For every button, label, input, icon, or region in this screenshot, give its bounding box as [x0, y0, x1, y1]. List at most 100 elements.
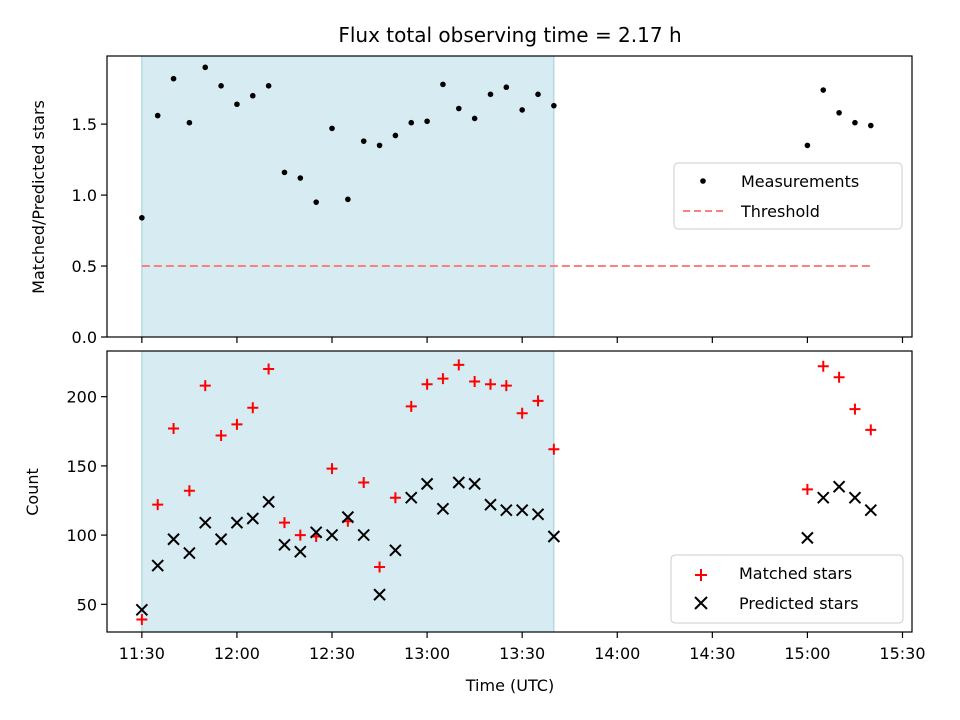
top-y-axis-label: Matched/Predicted stars	[29, 100, 48, 294]
predicted-stars-point-3	[183, 546, 196, 560]
predicted-stars-point-9	[278, 538, 291, 552]
predicted-stars-point-28	[817, 491, 830, 504]
bottom-shaded-span	[141, 350, 555, 633]
matched-stars-point-5	[215, 429, 227, 441]
measurements-point-2	[170, 75, 177, 82]
top-legend: Measurements Threshold	[673, 162, 903, 230]
matched-stars-point-23	[500, 380, 512, 392]
matched-stars-point-7	[247, 402, 259, 414]
legend-measurements-label: Measurements	[741, 172, 859, 191]
measurements-point-23	[503, 84, 510, 91]
matched-stars-point-25	[532, 395, 544, 407]
predicted-stars-point-0	[135, 603, 149, 617]
x-axis-label: Time (UTC)	[465, 676, 554, 695]
predicted-stars-point-8	[262, 495, 275, 509]
predicted-stars-point-16	[389, 544, 402, 557]
predicted-stars-point-29	[832, 480, 846, 493]
predicted-stars-point-13	[341, 510, 355, 524]
predicted-stars-point-7	[246, 512, 259, 525]
measurements-point-20	[455, 105, 462, 112]
bottom-ytick-label-3: 200	[66, 388, 97, 407]
measurements-point-21	[471, 115, 478, 122]
predicted-stars-point-6	[230, 516, 244, 529]
bottom-xtick-label-6: 14:30	[689, 644, 735, 663]
predicted-stars-point-23	[500, 503, 513, 517]
legend-threshold-label: Threshold	[740, 202, 820, 221]
predicted-stars-point-24	[515, 503, 529, 517]
bottom-xtick-label-8: 15:30	[879, 644, 925, 663]
predicted-stars-point-17	[405, 491, 418, 504]
matched-stars-point-9	[278, 517, 290, 529]
matched-stars-point-0	[136, 614, 148, 626]
measurements-point-9	[281, 169, 288, 176]
measurements-point-3	[186, 119, 193, 126]
bottom-plot-frame	[106, 350, 913, 633]
predicted-stars-point-1	[151, 559, 164, 572]
measurements-point-26	[551, 102, 557, 109]
bottom-ytick-label-0: 50	[77, 595, 97, 614]
legend-matched-label: Matched stars	[739, 564, 852, 583]
measurements-point-14	[360, 138, 367, 144]
measurements-point-7	[249, 92, 256, 99]
predicted-stars-point-15	[373, 588, 386, 601]
measurements-point-4	[202, 64, 209, 71]
predicted-stars-point-22	[484, 498, 497, 511]
measurements-point-31	[867, 122, 874, 129]
predicted-stars-point-4	[199, 516, 212, 529]
matched-stars-point-12	[326, 463, 338, 475]
predicted-stars-point-20	[452, 476, 465, 489]
bottom-xtick-label-5: 14:00	[594, 644, 640, 663]
top-series-layer	[139, 64, 874, 268]
measurements-point-24	[519, 107, 525, 113]
bottom-xtick-label-1: 12:00	[214, 644, 260, 663]
matched-stars-point-24	[516, 407, 528, 419]
predicted-stars-point-18	[420, 477, 434, 491]
bottom-axis-layer: 50 100 150 200 11:30 12:00 12:30 13:00 13:30 14:0…	[66, 388, 925, 663]
measurements-point-10	[297, 175, 304, 181]
top-ytick-label-3: 1.5	[72, 115, 97, 134]
bottom-xtick-label-2: 12:30	[309, 644, 355, 663]
top-legend-box	[673, 162, 903, 230]
measurements-point-18	[424, 118, 430, 125]
measurements-point-5	[218, 83, 224, 89]
matched-stars-point-28	[817, 360, 829, 372]
matched-stars-point-17	[405, 400, 417, 412]
predicted-stars-point-5	[214, 533, 228, 546]
predicted-stars-point-10	[294, 545, 307, 558]
matched-stars-point-15	[374, 561, 386, 573]
bottom-xtick-label-3: 13:00	[404, 644, 450, 663]
matched-stars-point-20	[453, 359, 465, 371]
predicted-stars-point-14	[357, 528, 370, 542]
matched-stars-point-26	[548, 443, 560, 455]
measurements-point-28	[820, 87, 827, 93]
matched-stars-point-10	[294, 529, 306, 541]
bottom-xtick-label-4: 13:30	[499, 644, 545, 663]
matched-stars-point-22	[484, 378, 496, 390]
measurements-point-12	[329, 125, 335, 132]
legend-predicted-label: Predicted stars	[739, 594, 859, 613]
measurements-point-17	[408, 119, 415, 126]
matched-stars-point-18	[421, 378, 433, 390]
matched-stars-point-21	[469, 375, 481, 387]
matched-stars-point-3	[183, 485, 195, 497]
predicted-stars-point-21	[468, 477, 481, 491]
bottom-legend-box	[670, 554, 904, 624]
top-panel: Flux total observing time = 2.17 h 0.00.…	[29, 23, 913, 347]
measurements-point-1	[154, 112, 161, 119]
predicted-stars-point-27	[801, 531, 814, 545]
matched-stars-point-1	[152, 499, 164, 511]
top-ytick-label-1: 0.5	[72, 257, 97, 276]
predicted-stars-point-30	[848, 491, 862, 504]
top-shaded-span	[141, 55, 555, 338]
matched-stars-point-19	[437, 373, 449, 385]
matched-stars-point-30	[849, 403, 861, 415]
top-plot-frame	[106, 55, 913, 338]
measurements-point-29	[836, 109, 842, 116]
legend-measurements-marker	[700, 178, 706, 184]
measurements-point-16	[392, 132, 399, 139]
matched-stars-point-4	[199, 380, 211, 392]
chart-title: Flux total observing time = 2.17 h	[338, 23, 681, 47]
measurements-point-15	[376, 142, 383, 149]
bottom-xtick-label-0: 11:30	[119, 644, 165, 663]
